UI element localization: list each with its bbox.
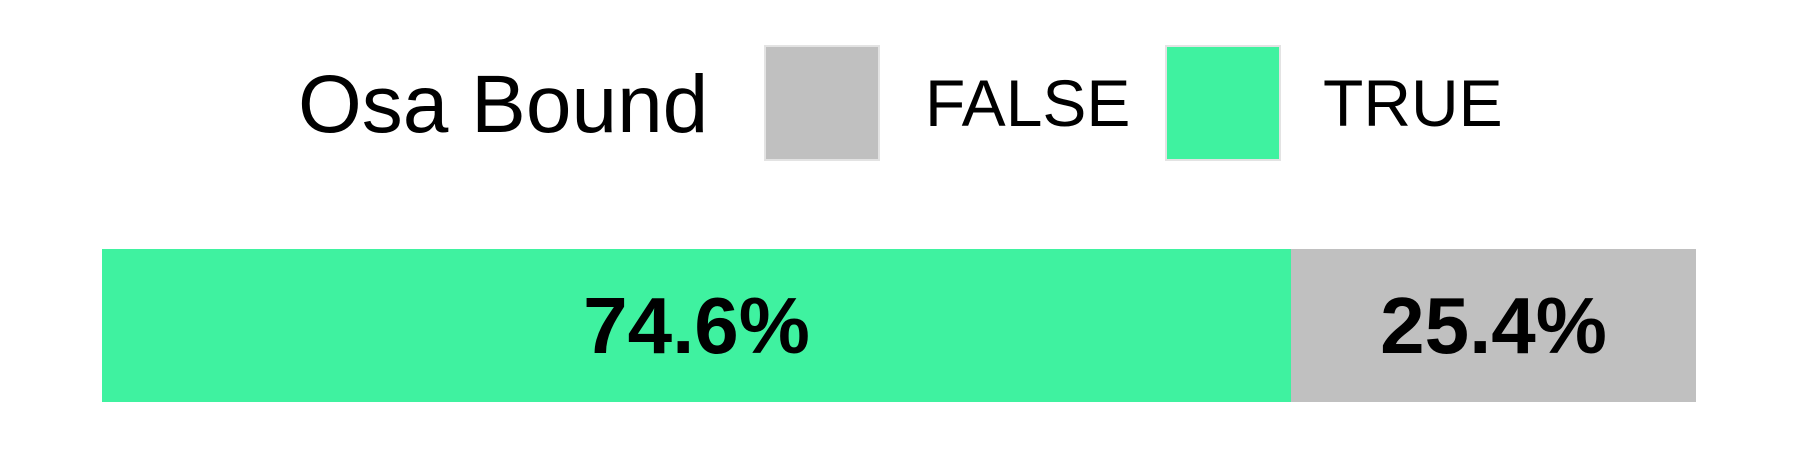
data-label-false: 25.4% [1380, 280, 1607, 370]
legend-label-true: TRUE [1323, 66, 1503, 140]
legend: Osa Bound FALSE TRUE [0, 45, 1800, 165]
data-label-true: 74.6% [583, 280, 810, 370]
bar-segment-false [1291, 249, 1696, 402]
stacked-bar: 74.6% 25.4% [102, 249, 1696, 402]
bar-segment-true [102, 249, 1291, 402]
legend-label-false: FALSE [925, 66, 1131, 140]
legend-title: Osa Bound [298, 59, 709, 150]
legend-swatch-false [764, 45, 880, 161]
legend-swatch-true [1165, 45, 1281, 161]
